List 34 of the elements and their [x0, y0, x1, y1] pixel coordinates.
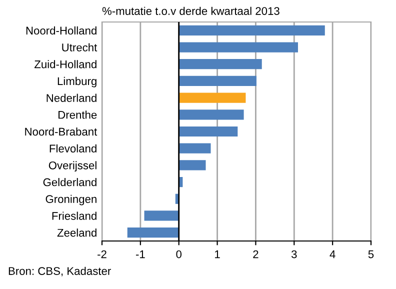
bar — [178, 110, 244, 120]
y-tick-label: Zeeland — [57, 228, 96, 237]
y-tick-label: Friesland — [52, 212, 96, 220]
bar — [178, 126, 238, 137]
x-tick-label: 0 — [176, 250, 182, 258]
x-tick-label: 5 — [368, 250, 374, 258]
x-tick-label: 1 — [215, 250, 220, 258]
bar — [178, 25, 325, 36]
text: Bron: CBS, Kadaster — [8, 266, 111, 276]
bar — [178, 92, 246, 103]
bar — [178, 59, 262, 70]
y-tick-label: Noord-Holland — [26, 26, 96, 35]
x-tick-label: -1 — [136, 250, 145, 258]
y-tick-label: Utrecht — [62, 43, 98, 52]
x-tick-label: 2 — [253, 250, 258, 258]
bar — [127, 228, 179, 238]
bar — [178, 42, 298, 52]
y-tick-label: Drenthe — [58, 110, 97, 119]
bar — [178, 143, 211, 154]
y-tick-label: Overijssel — [48, 161, 96, 172]
chart-title: %-mutatie t.o.v derde kwartaal 2013 — [102, 6, 280, 15]
y-tick-label: Noord-Brabant — [25, 127, 98, 136]
y-tick-label: Nederland — [46, 94, 96, 102]
y-tick-label: Zuid-Holland — [34, 60, 96, 68]
bar — [144, 210, 179, 221]
bar — [178, 160, 206, 170]
y-tick-label: Gelderland — [43, 178, 96, 186]
x-tick-label: -2 — [98, 250, 106, 258]
bar — [178, 76, 256, 86]
y-tick-label: Groningen — [46, 194, 96, 206]
x-tick-label: 4 — [330, 250, 336, 258]
x-tick-label: 3 — [291, 250, 297, 258]
y-tick-label: Limburg — [58, 76, 96, 88]
y-tick-label: Flevoland — [50, 144, 96, 152]
